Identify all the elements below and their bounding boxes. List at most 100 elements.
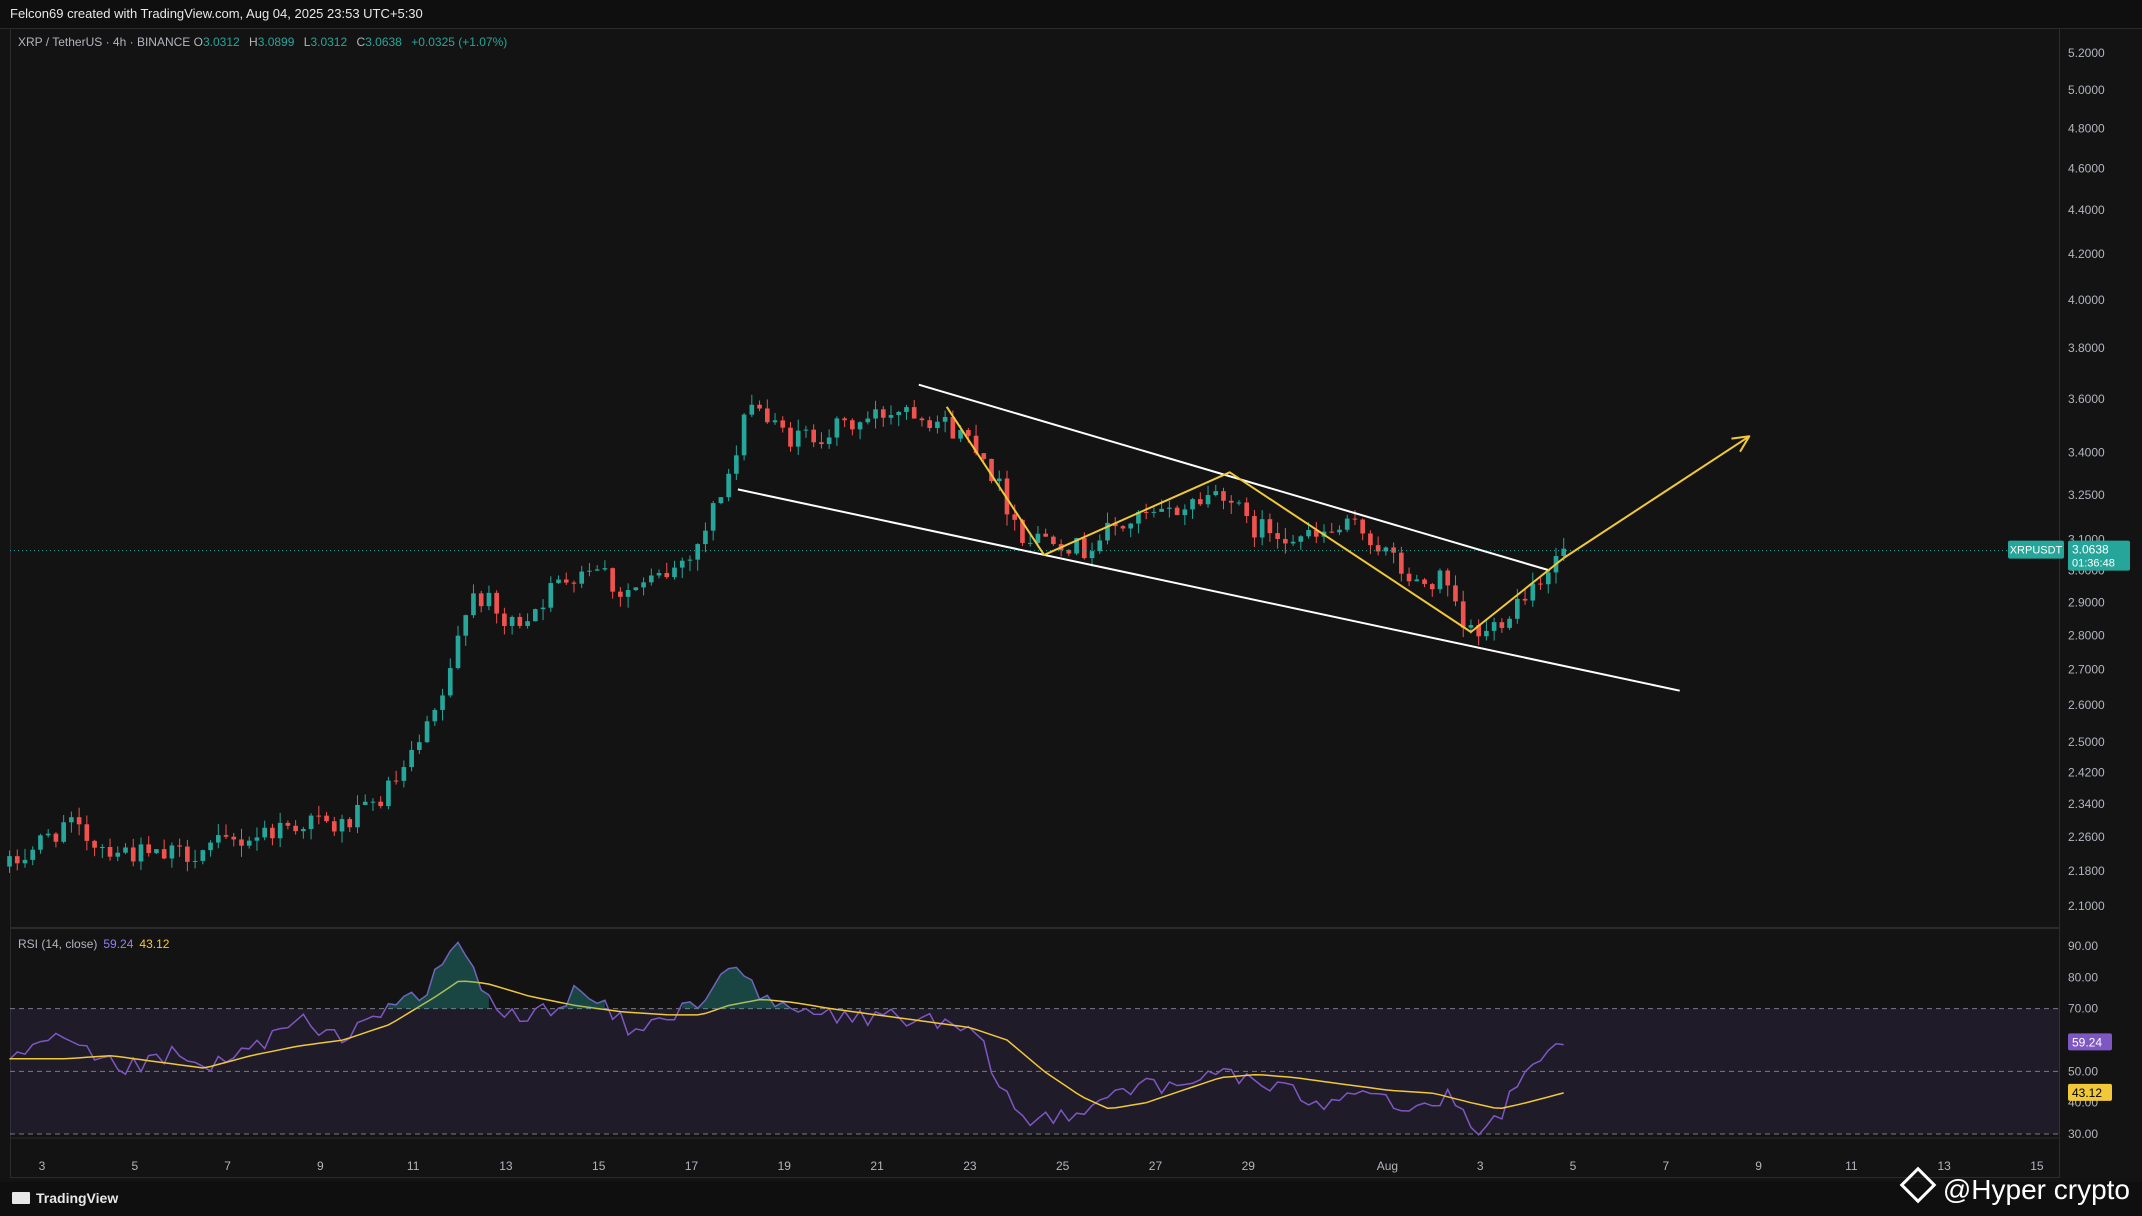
candle-body — [517, 616, 523, 626]
candle-body — [1375, 545, 1381, 552]
candle-body — [84, 824, 90, 841]
candle-body — [185, 846, 190, 862]
candle-body — [432, 709, 438, 722]
price-tick-label: 2.5000 — [2068, 735, 2105, 749]
symbol-name[interactable]: XRP / TetherUS · 4h · BINANCE — [18, 35, 191, 49]
candle-body — [1167, 507, 1172, 509]
tradingview-logo[interactable]: TradingView — [12, 1190, 118, 1206]
time-tick-label: 9 — [1755, 1159, 1762, 1173]
candle-body — [1213, 491, 1219, 496]
candle-body — [370, 801, 376, 803]
tradingview-icon — [12, 1192, 30, 1204]
candle-body — [1360, 519, 1366, 534]
candle-body — [208, 842, 213, 851]
candle-body — [99, 846, 105, 848]
channel-lower-line — [737, 488, 1680, 692]
symbol-badge-text: XRPUSDT — [2010, 545, 2063, 557]
candle-body — [169, 845, 175, 859]
countdown-text: 01:36:48 — [2072, 558, 2115, 570]
rsi-value: 59.24 — [103, 937, 134, 951]
candle-body — [587, 570, 592, 572]
time-tick-label: 15 — [2030, 1159, 2044, 1173]
change-value: +0.0325 (+1.07%) — [411, 35, 508, 49]
candle-body — [641, 582, 646, 588]
candle-body — [417, 742, 422, 750]
candle-body — [973, 435, 979, 454]
time-tick-label: 5 — [1570, 1159, 1577, 1173]
candle-body — [1244, 502, 1250, 517]
candle-body — [378, 801, 383, 807]
candle-body — [904, 407, 909, 412]
rsi-band-layer — [10, 1008, 2060, 1135]
candle-body — [1252, 516, 1257, 538]
candle-body — [455, 635, 461, 669]
candle-body — [30, 849, 36, 860]
candle-body — [424, 721, 430, 743]
candle-body — [107, 846, 113, 857]
candle-body — [1051, 536, 1056, 545]
candle-body — [563, 579, 569, 583]
candle-body — [254, 837, 260, 841]
candle-body — [625, 590, 631, 597]
candle-body — [556, 579, 561, 584]
candle-body — [285, 822, 291, 826]
candle-body — [1530, 583, 1536, 601]
candle-body — [795, 430, 801, 447]
candle-body — [277, 822, 283, 839]
candle-body — [548, 583, 554, 608]
candle-body — [826, 437, 832, 445]
candle-body — [610, 568, 615, 592]
candle-body — [123, 847, 128, 853]
candle-body — [602, 568, 608, 570]
candle-body — [69, 817, 74, 823]
rsi-value-badge-text: 59.24 — [2072, 1035, 2102, 1049]
candle-body — [1298, 536, 1304, 542]
time-tick-label: 3 — [1477, 1159, 1484, 1173]
price-tick-label: 2.1800 — [2068, 864, 2105, 878]
price-tick-label: 2.1000 — [2068, 899, 2105, 913]
price-tick-label: 4.2000 — [2068, 247, 2105, 261]
candle-body — [888, 415, 894, 418]
candle-body — [1538, 583, 1543, 585]
time-tick-label: 29 — [1242, 1159, 1256, 1173]
candle-body — [215, 835, 221, 843]
candle-body — [811, 429, 817, 443]
time-tick-label: Aug — [1377, 1159, 1398, 1173]
price-tick-label: 3.2500 — [2068, 488, 2105, 502]
open-value: 3.0312 — [202, 35, 240, 49]
candle-body — [989, 458, 994, 482]
time-tick-label: 25 — [1056, 1159, 1070, 1173]
chart-area[interactable] — [10, 28, 2060, 1178]
time-tick-label: 11 — [407, 1159, 420, 1173]
candle-body — [857, 422, 863, 430]
candle-body — [1445, 570, 1451, 586]
candle-body — [502, 613, 507, 626]
candle-body — [14, 856, 20, 864]
zigzag-line — [945, 406, 1565, 633]
candle-body — [1453, 585, 1458, 602]
candle-body — [996, 478, 1002, 482]
low-label: L — [303, 35, 311, 49]
candle-body — [734, 455, 739, 474]
candle-body — [509, 616, 515, 626]
candle-body — [1120, 526, 1126, 529]
rsi-line — [8, 941, 1564, 1136]
candle-body — [834, 418, 840, 438]
candle-body — [873, 409, 878, 419]
candle-body — [1290, 541, 1296, 544]
candle-body — [648, 575, 654, 583]
candle-body — [293, 825, 298, 832]
candle-body — [1522, 598, 1528, 601]
candle-body — [362, 801, 368, 805]
time-tick-label: 27 — [1149, 1159, 1163, 1173]
candle-body — [687, 559, 693, 561]
candle-body — [764, 408, 770, 423]
rsi-legend[interactable]: RSI (14, close) 59.24 43.12 — [18, 937, 169, 951]
candle-body — [1089, 551, 1095, 559]
candle-body — [463, 615, 469, 636]
candle-body — [486, 592, 492, 607]
candle-body — [896, 411, 902, 416]
high-value: 3.0899 — [257, 35, 295, 49]
price-tick-label: 2.8000 — [2068, 628, 2105, 642]
candle-body — [1066, 550, 1072, 554]
